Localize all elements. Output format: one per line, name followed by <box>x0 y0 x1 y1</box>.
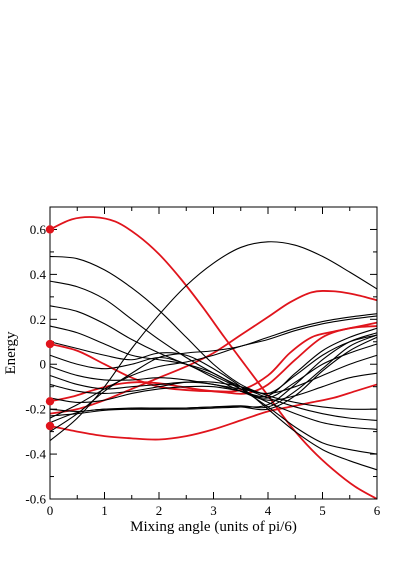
y-tick-label: -0.2 <box>25 402 46 417</box>
series-line-11 <box>49 354 378 401</box>
y-tick-label: 0.4 <box>30 267 47 282</box>
series-line-10 <box>49 341 378 471</box>
y-axis-title: Energy <box>3 331 19 375</box>
y-tick-label: -0.6 <box>25 492 46 507</box>
series-layer <box>49 216 378 500</box>
series-line-18 <box>49 336 378 424</box>
marker-point-2 <box>45 339 55 349</box>
marker-layer <box>45 225 55 431</box>
x-tick-label: 5 <box>319 503 326 518</box>
y-tick-label: 0.6 <box>30 222 47 237</box>
marker-point-3 <box>45 397 55 406</box>
x-tick-label: 4 <box>265 503 272 518</box>
marker-point-4 <box>45 421 55 431</box>
ticks-layer: 0 1 2 3 4 5 6 -0.6 -0.4 -0.2 0 0.2 0.4 0.6 <box>25 206 381 518</box>
series-line-19 <box>49 313 378 433</box>
marker-point-1 <box>45 225 55 234</box>
series-line-1 <box>49 216 378 500</box>
x-tick-label: 6 <box>374 503 381 518</box>
y-tick-label: 0 <box>40 357 47 372</box>
y-tick-label: 0.2 <box>30 312 46 327</box>
x-tick-label: 2 <box>156 503 163 518</box>
series-line-6 <box>49 255 378 410</box>
series-line-9 <box>49 325 378 455</box>
y-tick-label: -0.4 <box>25 447 46 462</box>
series-line-4 <box>49 383 378 441</box>
x-tick-label: 0 <box>47 503 54 518</box>
series-line-20 <box>49 241 378 442</box>
x-tick-label: 1 <box>101 503 108 518</box>
x-tick-label: 3 <box>210 503 217 518</box>
series-line-21 <box>49 315 378 419</box>
series-line-2 <box>49 321 378 393</box>
series-line-15 <box>49 327 378 404</box>
x-axis-title: Mixing angle (units of pi/6) <box>130 519 297 535</box>
series-line-8 <box>49 305 378 430</box>
series-line-14 <box>49 334 378 395</box>
